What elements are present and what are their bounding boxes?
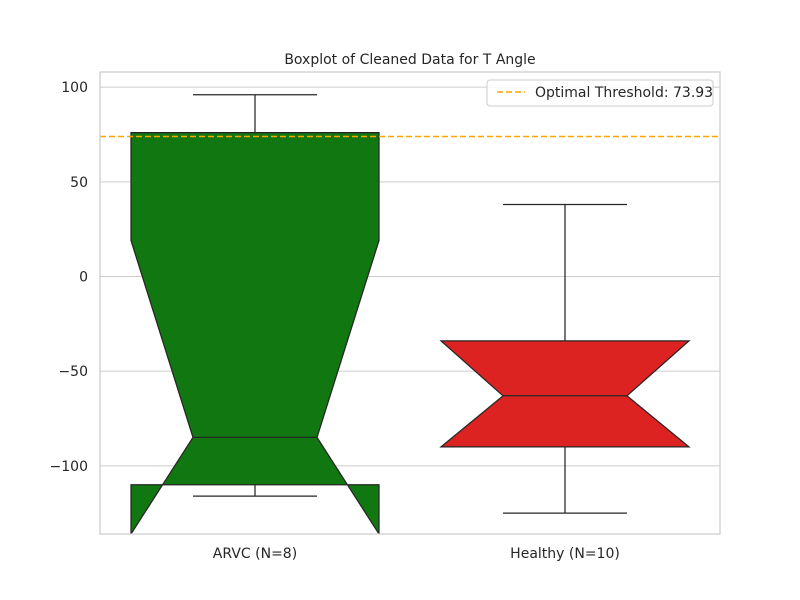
y-tick-label: 50 <box>70 175 88 191</box>
x-axis-ticks: ARVC (N=8) Healthy (N=10) <box>213 546 620 562</box>
y-tick-label: 0 <box>79 269 88 285</box>
plot-frame <box>99 71 721 535</box>
legend-frame <box>486 79 714 107</box>
notched-box <box>130 131 380 534</box>
box-group <box>130 94 380 534</box>
y-tick-label: 100 <box>61 80 88 96</box>
box-group <box>439 203 691 514</box>
legend: Optimal Threshold: 73.93 <box>486 79 714 107</box>
y-tick-label: −50 <box>58 364 88 380</box>
y-axis-ticks: 100 50 0 −50 −100 <box>50 80 88 475</box>
y-tick-label: −100 <box>50 459 88 475</box>
x-tick-label: ARVC (N=8) <box>213 546 297 562</box>
box-series <box>130 94 691 534</box>
legend-threshold-label: Optimal Threshold: 73.93 <box>535 85 713 101</box>
x-tick-label: Healthy (N=10) <box>510 546 620 562</box>
chart-title: Boxplot of Cleaned Data for T Angle <box>284 52 535 68</box>
